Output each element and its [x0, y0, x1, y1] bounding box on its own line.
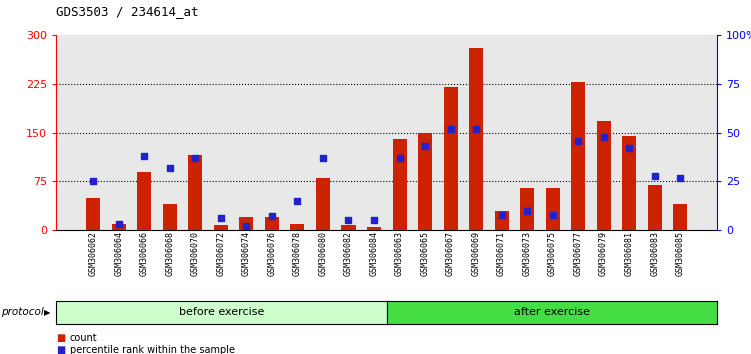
Bar: [265, 217, 279, 230]
Bar: [214, 225, 228, 230]
Bar: [240, 217, 254, 230]
Text: ■: ■: [56, 346, 65, 354]
Point: [598, 134, 610, 139]
Point: [674, 175, 686, 181]
Bar: [189, 155, 203, 230]
Bar: [86, 198, 101, 230]
Bar: [112, 224, 126, 230]
Point: [240, 223, 252, 229]
Bar: [495, 211, 508, 230]
Bar: [469, 48, 483, 230]
Point: [470, 126, 482, 132]
Point: [445, 126, 457, 132]
Bar: [571, 82, 585, 230]
Bar: [137, 172, 152, 230]
Point: [164, 165, 176, 171]
Bar: [418, 133, 432, 230]
Bar: [316, 178, 330, 230]
Point: [368, 217, 380, 223]
Bar: [647, 185, 662, 230]
Text: percentile rank within the sample: percentile rank within the sample: [70, 346, 235, 354]
Point: [394, 155, 406, 161]
Point: [342, 217, 354, 223]
Point: [547, 212, 559, 217]
Bar: [367, 227, 381, 230]
Point: [317, 155, 329, 161]
Point: [291, 198, 303, 204]
Point: [572, 138, 584, 143]
Text: protocol: protocol: [2, 307, 44, 318]
Bar: [342, 225, 355, 230]
Text: GDS3503 / 234614_at: GDS3503 / 234614_at: [56, 5, 199, 18]
Point: [623, 145, 635, 151]
Bar: [545, 188, 559, 230]
Point: [87, 178, 99, 184]
Point: [649, 173, 661, 178]
Bar: [291, 224, 304, 230]
Bar: [393, 139, 406, 230]
Text: after exercise: after exercise: [514, 307, 590, 318]
Text: before exercise: before exercise: [179, 307, 264, 318]
Bar: [520, 188, 534, 230]
Text: ■: ■: [56, 333, 65, 343]
Bar: [622, 136, 636, 230]
Point: [521, 208, 533, 213]
Text: ▶: ▶: [44, 308, 50, 317]
Point: [215, 216, 227, 221]
Point: [496, 212, 508, 217]
Bar: [596, 121, 611, 230]
Point: [419, 144, 431, 149]
Point: [266, 213, 278, 219]
Point: [189, 155, 201, 161]
Text: count: count: [70, 333, 98, 343]
Bar: [163, 204, 177, 230]
Bar: [673, 204, 687, 230]
Point: [113, 222, 125, 227]
Point: [138, 153, 150, 159]
Bar: [444, 87, 457, 230]
